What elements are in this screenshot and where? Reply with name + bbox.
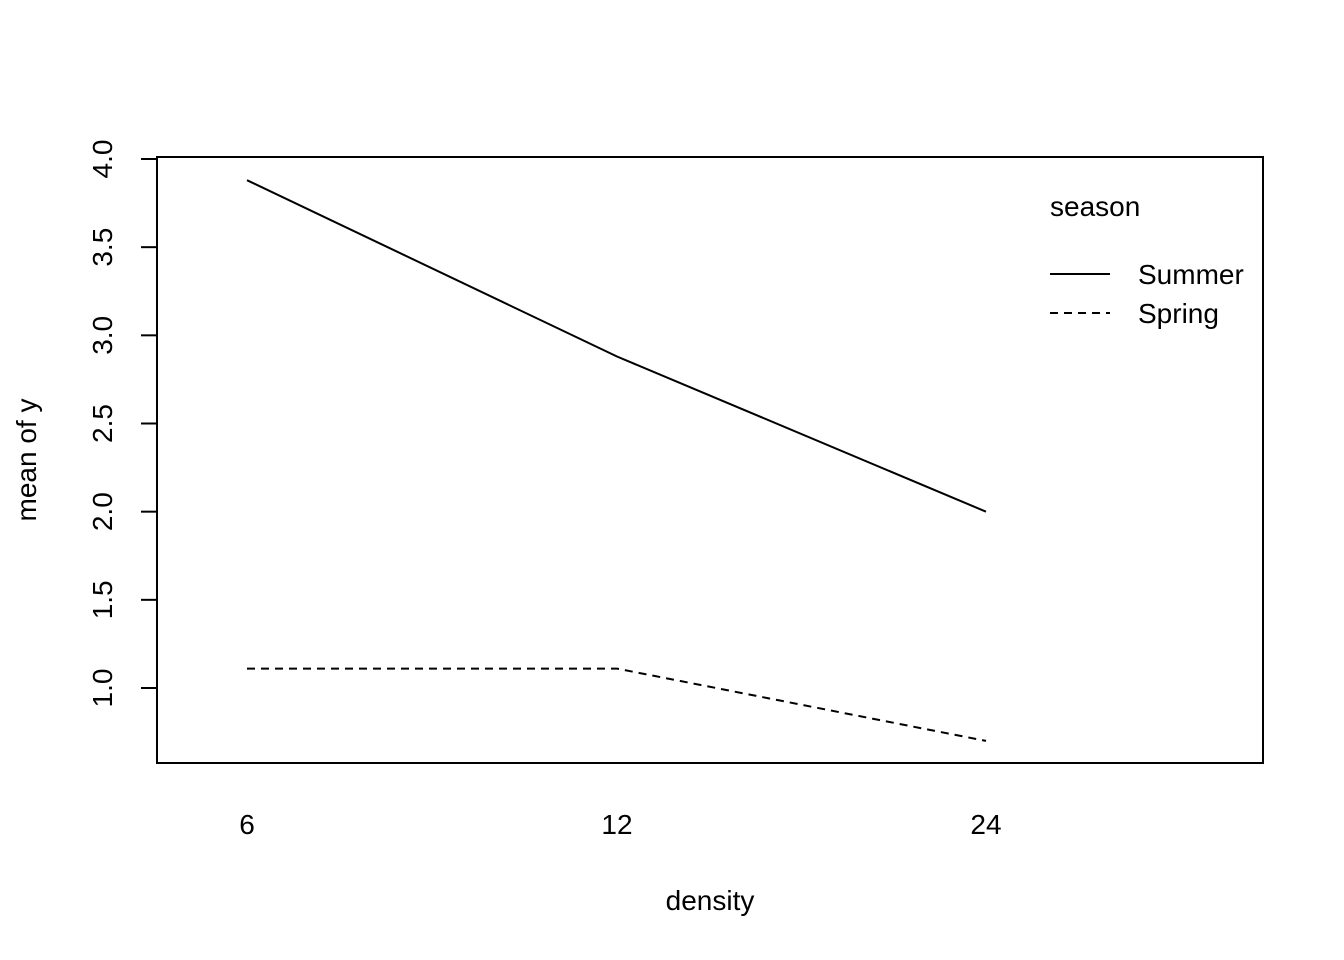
legend-label-summer: Summer xyxy=(1138,259,1244,290)
legend-title: season xyxy=(1050,191,1140,222)
y-tick-label: 2.5 xyxy=(87,404,118,443)
plot-frame xyxy=(156,156,1264,764)
x-tick-label: 12 xyxy=(601,809,632,840)
legend-label-spring: Spring xyxy=(1138,298,1219,329)
series-line-spring xyxy=(247,667,987,742)
x-tick-label: 6 xyxy=(239,809,255,840)
y-tick-label: 4.0 xyxy=(87,140,118,179)
legend: season Summer Spring xyxy=(1050,191,1244,329)
y-axis: 1.0 1.5 2.0 2.5 3.0 3.5 4.0 xyxy=(87,140,158,708)
series-line-summer xyxy=(246,179,987,513)
x-tick-labels: 6 12 24 xyxy=(239,809,1001,840)
y-tick-label: 1.0 xyxy=(87,669,118,708)
y-tick-label: 2.0 xyxy=(87,492,118,531)
y-tick-label: 3.0 xyxy=(87,316,118,355)
x-tick-label: 24 xyxy=(970,809,1001,840)
y-tick-label: 3.5 xyxy=(87,228,118,267)
x-axis-title: density xyxy=(666,885,755,916)
y-tick-label: 1.5 xyxy=(87,580,118,619)
series-lines xyxy=(246,179,987,742)
y-axis-title: mean of y xyxy=(11,399,42,522)
